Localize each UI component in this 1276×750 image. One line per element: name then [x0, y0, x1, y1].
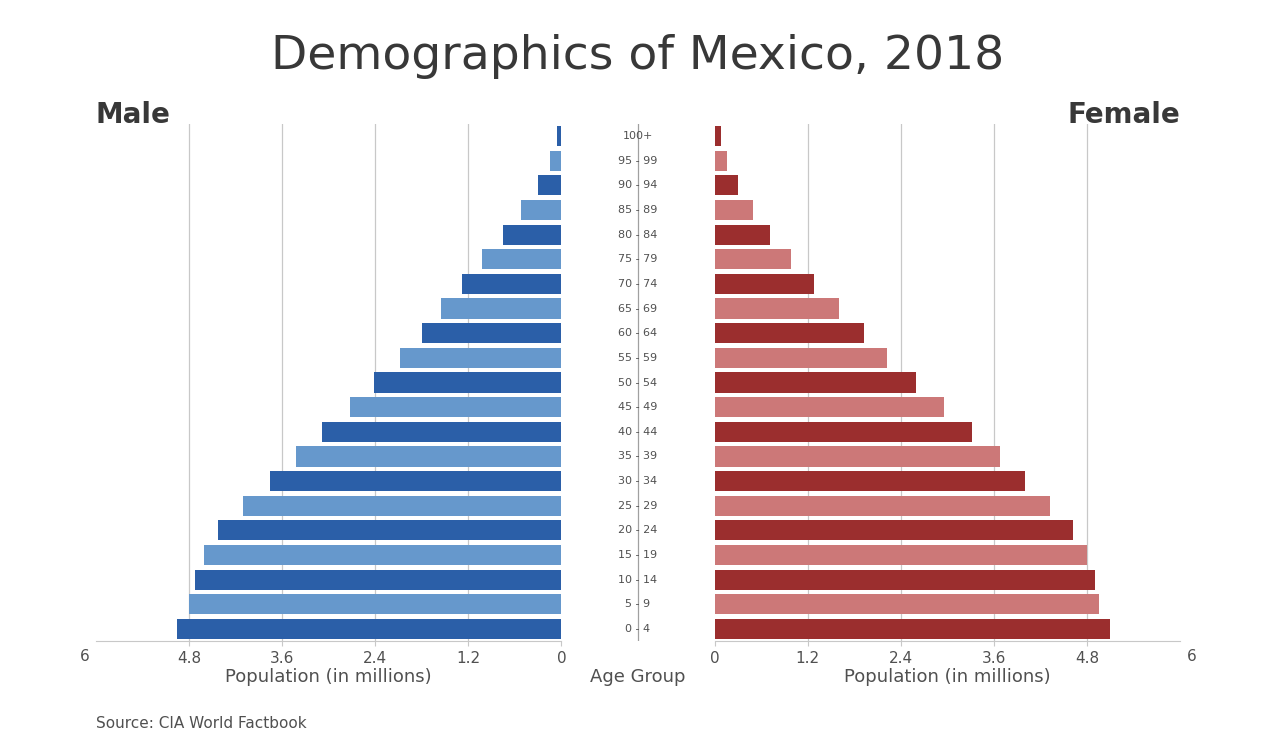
- Text: 55 - 59: 55 - 59: [619, 352, 657, 363]
- Text: 90 - 94: 90 - 94: [619, 180, 657, 190]
- Bar: [715, 348, 887, 368]
- Text: 45 - 49: 45 - 49: [619, 402, 657, 412]
- Bar: [351, 397, 561, 417]
- Text: Source: CIA World Factbook: Source: CIA World Factbook: [96, 716, 306, 731]
- Bar: [715, 471, 1025, 491]
- Text: 40 - 44: 40 - 44: [619, 427, 657, 436]
- Bar: [399, 348, 561, 368]
- Text: 15 - 19: 15 - 19: [619, 550, 657, 560]
- Text: Male: Male: [96, 101, 171, 129]
- Text: 75 - 79: 75 - 79: [619, 254, 657, 264]
- Bar: [715, 594, 1099, 614]
- Bar: [204, 545, 561, 565]
- Bar: [550, 151, 561, 171]
- Bar: [715, 422, 972, 442]
- Text: Population (in millions): Population (in millions): [845, 668, 1050, 686]
- Bar: [715, 397, 943, 417]
- Text: 70 - 74: 70 - 74: [619, 279, 657, 289]
- Text: 20 - 24: 20 - 24: [619, 525, 657, 536]
- Bar: [441, 298, 561, 319]
- Bar: [296, 446, 561, 466]
- Bar: [715, 224, 771, 245]
- Text: 65 - 69: 65 - 69: [619, 304, 657, 313]
- Bar: [715, 520, 1073, 541]
- Bar: [715, 545, 1087, 565]
- Text: 95 - 99: 95 - 99: [619, 156, 657, 166]
- Text: 100+: 100+: [623, 131, 653, 141]
- Bar: [715, 569, 1095, 590]
- Bar: [462, 274, 561, 294]
- Bar: [715, 373, 916, 392]
- Text: 60 - 64: 60 - 64: [619, 328, 657, 338]
- Bar: [715, 249, 791, 269]
- Text: 5 - 9: 5 - 9: [625, 599, 651, 609]
- Text: Demographics of Mexico, 2018: Demographics of Mexico, 2018: [272, 34, 1004, 79]
- Bar: [715, 200, 753, 220]
- Bar: [374, 373, 561, 392]
- Text: Female: Female: [1068, 101, 1180, 129]
- Bar: [715, 151, 727, 171]
- Bar: [521, 200, 561, 220]
- Bar: [422, 323, 561, 344]
- Bar: [715, 619, 1110, 639]
- Bar: [177, 619, 561, 639]
- Bar: [556, 126, 561, 146]
- Bar: [715, 446, 1000, 466]
- Text: 10 - 14: 10 - 14: [619, 574, 657, 585]
- Text: 0 - 4: 0 - 4: [625, 624, 651, 634]
- Text: 85 - 89: 85 - 89: [619, 205, 657, 215]
- Text: 6: 6: [79, 649, 89, 664]
- Bar: [503, 224, 561, 245]
- Bar: [271, 471, 561, 491]
- Text: 35 - 39: 35 - 39: [619, 452, 657, 461]
- Bar: [195, 569, 561, 590]
- Bar: [244, 496, 561, 516]
- Text: 80 - 84: 80 - 84: [619, 230, 657, 240]
- Bar: [482, 249, 561, 269]
- Bar: [189, 594, 561, 614]
- Text: 50 - 54: 50 - 54: [619, 377, 657, 388]
- Text: 30 - 34: 30 - 34: [619, 476, 657, 486]
- Bar: [715, 126, 721, 146]
- Bar: [538, 176, 561, 196]
- Bar: [715, 298, 838, 319]
- Bar: [218, 520, 561, 541]
- Bar: [715, 323, 864, 344]
- Text: Age Group: Age Group: [591, 668, 685, 686]
- Bar: [323, 422, 561, 442]
- Text: 25 - 29: 25 - 29: [619, 501, 657, 511]
- Text: 6: 6: [1187, 649, 1197, 664]
- Text: Population (in millions): Population (in millions): [226, 668, 431, 686]
- Bar: [715, 274, 814, 294]
- Bar: [715, 496, 1050, 516]
- Bar: [715, 176, 738, 196]
